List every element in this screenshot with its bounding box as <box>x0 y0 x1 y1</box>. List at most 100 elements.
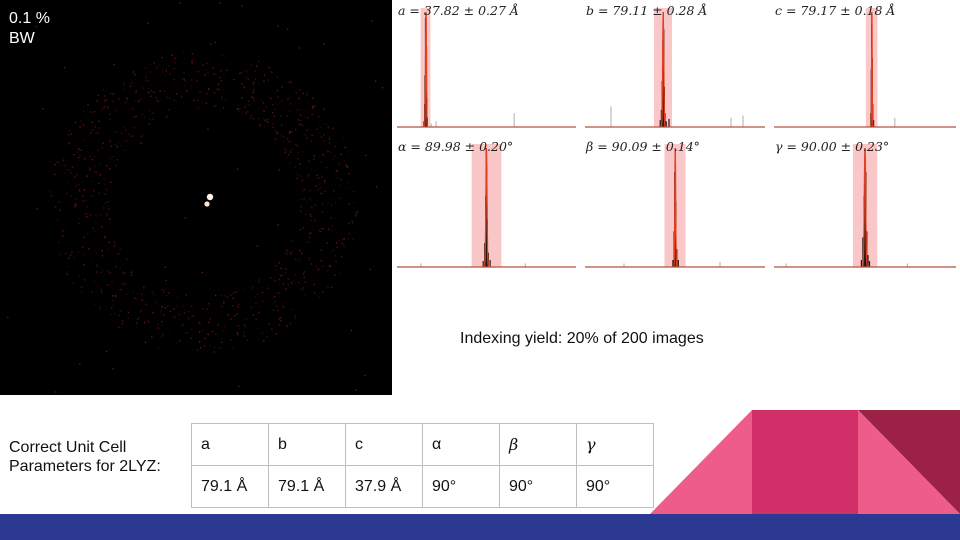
speckle <box>364 374 366 377</box>
speckle <box>314 204 317 206</box>
speckle <box>346 165 348 168</box>
speckle <box>303 273 305 275</box>
speckle <box>281 124 283 126</box>
speckle <box>57 241 60 244</box>
speckle <box>90 111 92 113</box>
speckle <box>321 203 324 205</box>
speckle <box>334 146 337 148</box>
histogram-gamma-plot <box>774 144 956 268</box>
speckle <box>314 105 316 107</box>
speckle <box>288 132 291 134</box>
speckle <box>213 104 215 107</box>
speckle <box>64 66 66 69</box>
unit-cell-caption: Correct Unit Cell Parameters for 2LYZ: <box>9 439 161 475</box>
speckle <box>145 76 147 78</box>
speckle <box>114 131 117 133</box>
speckle <box>214 346 216 348</box>
speckle <box>313 158 315 161</box>
speckle <box>223 300 225 303</box>
speckle <box>107 273 109 275</box>
speckle <box>311 134 313 137</box>
speckle <box>176 341 178 344</box>
speckle <box>86 206 89 208</box>
speckle <box>168 292 170 294</box>
speckle <box>110 313 113 316</box>
speckle <box>276 103 278 105</box>
speckle <box>286 138 288 140</box>
speckle <box>280 320 282 322</box>
speckle <box>289 103 292 105</box>
speckle <box>199 341 201 343</box>
speckle <box>329 136 331 138</box>
speckle <box>121 320 124 322</box>
speckle <box>300 114 302 116</box>
speckle <box>171 54 173 56</box>
speckle <box>273 115 276 117</box>
speckle <box>120 145 122 147</box>
speckle <box>102 89 104 91</box>
speckle <box>104 99 106 101</box>
speckle <box>118 314 120 317</box>
speckle <box>107 107 109 110</box>
speckle <box>123 126 125 128</box>
speckle <box>158 64 160 67</box>
speckle <box>215 294 217 297</box>
speckle <box>96 271 98 273</box>
speckle <box>222 107 225 109</box>
speckle <box>287 140 289 142</box>
speckle <box>310 199 312 201</box>
speckle <box>238 72 241 75</box>
speckle <box>119 289 121 292</box>
speckle <box>309 115 312 117</box>
speckle <box>355 215 357 217</box>
speckle <box>271 112 274 114</box>
speckle <box>302 189 304 192</box>
speckle <box>78 274 80 277</box>
speckle <box>207 128 209 130</box>
speckle <box>57 219 59 222</box>
speckle <box>245 112 247 114</box>
speckle <box>243 87 245 90</box>
speckle <box>88 248 90 250</box>
speckle <box>42 108 44 110</box>
speckle <box>243 331 245 334</box>
speckle <box>290 149 293 151</box>
speckle <box>268 323 270 325</box>
speckle <box>272 309 275 311</box>
speckle <box>327 150 329 153</box>
speckle <box>328 265 331 267</box>
gaussian-fit-curve <box>423 11 429 128</box>
speckle <box>207 88 210 91</box>
speckle <box>179 2 181 4</box>
speckle <box>236 168 239 170</box>
speckle <box>278 283 281 286</box>
speckle <box>188 311 190 313</box>
speckle <box>320 259 323 262</box>
speckle <box>246 70 248 73</box>
speckle <box>209 344 212 347</box>
speckle <box>296 145 299 147</box>
speckle <box>381 87 384 89</box>
speckle <box>83 110 85 113</box>
histogram-beta-plot <box>585 144 765 268</box>
speckle <box>371 20 373 22</box>
histogram-b-title: b = 79.11 ± 0.28 Å <box>586 3 708 18</box>
speckle <box>284 268 287 270</box>
speckle <box>237 305 239 308</box>
speckle <box>120 132 123 134</box>
speckle <box>155 97 157 99</box>
speckle <box>318 184 320 186</box>
speckle <box>258 279 260 281</box>
speckle <box>36 208 38 210</box>
speckle <box>83 189 86 191</box>
speckle <box>105 212 107 214</box>
speckle <box>237 333 239 336</box>
speckle <box>327 126 329 129</box>
speckle <box>322 154 325 156</box>
speckle <box>104 236 107 239</box>
speckle <box>261 291 264 294</box>
speckle <box>256 245 259 247</box>
speckle <box>308 236 310 238</box>
speckle <box>307 93 309 95</box>
speckle <box>71 166 74 168</box>
